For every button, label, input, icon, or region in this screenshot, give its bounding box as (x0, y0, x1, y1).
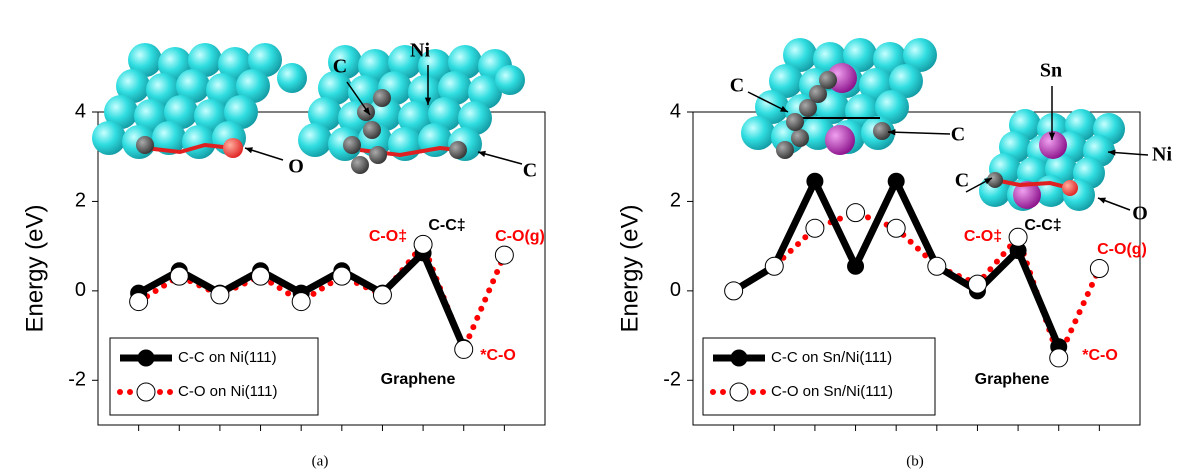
atom (1062, 180, 1078, 196)
data-point (725, 282, 743, 300)
atom (825, 125, 855, 155)
atom-label: Sn (1040, 60, 1062, 82)
atom (373, 89, 391, 107)
annotation: *C-O (1082, 347, 1118, 364)
legend-marker (138, 350, 154, 366)
caption: (b) (906, 453, 924, 469)
annotation: C-O(g) (495, 228, 545, 245)
atom (449, 141, 467, 159)
legend-marker (730, 383, 748, 401)
y-tick-label: 2 (75, 190, 86, 212)
atom-label: C (951, 124, 965, 146)
atom-label: C (955, 170, 969, 192)
atom (791, 129, 809, 147)
atom-label: O (288, 156, 304, 178)
annotation: Graphene (975, 371, 1050, 388)
y-tick-label: 0 (670, 279, 681, 301)
legend-marker (137, 383, 155, 401)
caption: (a) (312, 453, 329, 469)
y-tick-label: 2 (670, 190, 681, 212)
atom (182, 125, 216, 159)
atom (136, 136, 154, 154)
structure-image (92, 43, 525, 174)
atom-label: Ni (1152, 144, 1172, 166)
data-point (888, 173, 904, 189)
panel: -2 0 2 4 Energy (eV) (a) C-O‡ C-C‡ C-O(g) *C-O Gra… (21, 40, 545, 470)
data-point (414, 235, 432, 253)
atom (873, 122, 891, 140)
data-point (130, 293, 148, 311)
atom (819, 71, 837, 89)
arrow-head (245, 147, 253, 153)
annotation: *C-O (480, 347, 516, 364)
atom (343, 136, 361, 154)
arrow-head (1098, 198, 1106, 204)
legend-marker (731, 350, 747, 366)
data-point (1090, 260, 1108, 278)
y-tick-label: 4 (670, 100, 681, 122)
atom (223, 138, 243, 158)
data-point (1050, 349, 1068, 367)
atom (363, 121, 381, 139)
data-point (170, 267, 188, 285)
y-tick-label: -2 (68, 369, 86, 391)
series-line (139, 244, 505, 349)
annotation: Graphene (381, 371, 456, 388)
atom (741, 116, 775, 150)
atom (369, 146, 387, 164)
data-point (455, 340, 473, 358)
panel: -2 0 2 4 Energy (eV) (b) C-O‡ C-C‡ C-O(g) *C-O Gra… (616, 38, 1172, 469)
data-point (211, 286, 229, 304)
data-point (887, 219, 905, 237)
legend-label: C-O on Ni(111) (178, 383, 277, 400)
atom (495, 65, 525, 95)
data-point (252, 267, 270, 285)
atom (786, 113, 804, 131)
data-point (806, 219, 824, 237)
legend-label: C-C on Sn/Ni(111) (771, 349, 892, 366)
y-tick-label: 4 (75, 100, 86, 122)
y-tick-label: 0 (75, 279, 86, 301)
legend-label: C-O on Sn/Ni(111) (771, 383, 893, 400)
y-axis-label: Energy (eV) (21, 204, 48, 332)
data-point (968, 275, 986, 293)
atom (92, 121, 126, 155)
data-point (848, 258, 864, 274)
annotation: C-O‡ (964, 228, 1002, 245)
data-point (807, 173, 823, 189)
atom (351, 156, 369, 174)
atom-label: C (523, 160, 537, 182)
atom-label: C (333, 56, 347, 78)
y-axis-label: Energy (eV) (616, 204, 643, 332)
data-point (373, 286, 391, 304)
data-point (847, 204, 865, 222)
data-point (333, 267, 351, 285)
atom-label: C (730, 75, 744, 97)
y-tick-label: -2 (663, 369, 681, 391)
data-point (928, 257, 946, 275)
data-point (292, 293, 310, 311)
annotation: C-C‡ (1024, 217, 1061, 234)
atom-label: O (1132, 203, 1148, 225)
annotation: C-O‡ (369, 228, 407, 245)
figure: -2 0 2 4 Energy (eV) (a) C-O‡ C-C‡ C-O(g) *C-O Gra… (0, 0, 1187, 473)
data-point (765, 257, 783, 275)
atom (277, 63, 307, 93)
annotation: C-O(g) (1097, 241, 1147, 258)
legend-label: C-C on Ni(111) (178, 349, 277, 366)
atom-label: Ni (410, 40, 430, 62)
data-point (495, 246, 513, 264)
arrow (888, 132, 950, 134)
structure-image (741, 38, 1125, 211)
atom (776, 141, 794, 159)
atom (298, 123, 332, 157)
annotation: C-C‡ (428, 217, 465, 234)
